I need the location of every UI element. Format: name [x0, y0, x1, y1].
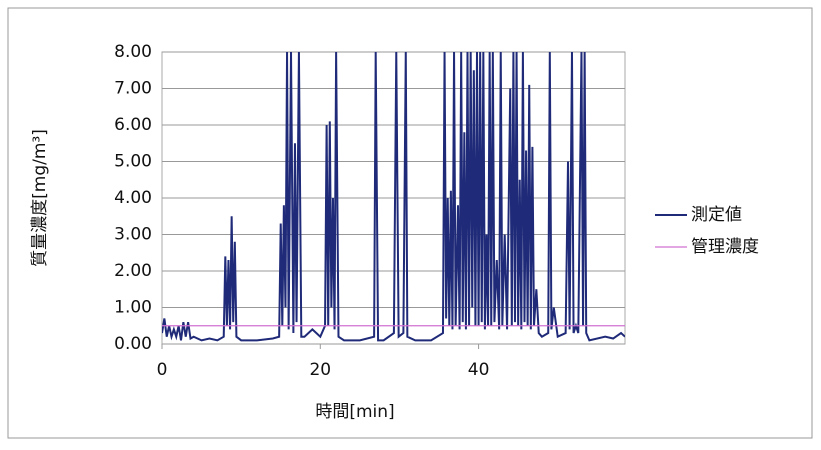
- legend-label: 測定値: [691, 205, 742, 225]
- y-tick-label: 2.00: [114, 261, 152, 281]
- y-tick-label: 7.00: [114, 79, 152, 99]
- data-line: [162, 51, 625, 342]
- y-tick-label: 4.00: [114, 188, 152, 208]
- y-axis-label: 質量濃度[mg/m³]: [30, 129, 50, 267]
- y-tick-label: 8.00: [114, 42, 152, 62]
- x-tick-label: 40: [468, 360, 490, 380]
- x-tick-label: 0: [157, 360, 168, 380]
- chart-frame: [7, 7, 813, 439]
- y-tick-label: 6.00: [114, 115, 152, 135]
- y-tick-label: 3.00: [114, 225, 152, 245]
- x-axis-label: 時間[min]: [315, 402, 394, 422]
- x-tick-label: 20: [309, 360, 331, 380]
- y-tick-label: 5.00: [114, 152, 152, 172]
- y-tick-label: 1.00: [114, 298, 152, 318]
- legend-label: 管理濃度: [691, 237, 759, 257]
- y-tick-label: 0.00: [114, 334, 152, 354]
